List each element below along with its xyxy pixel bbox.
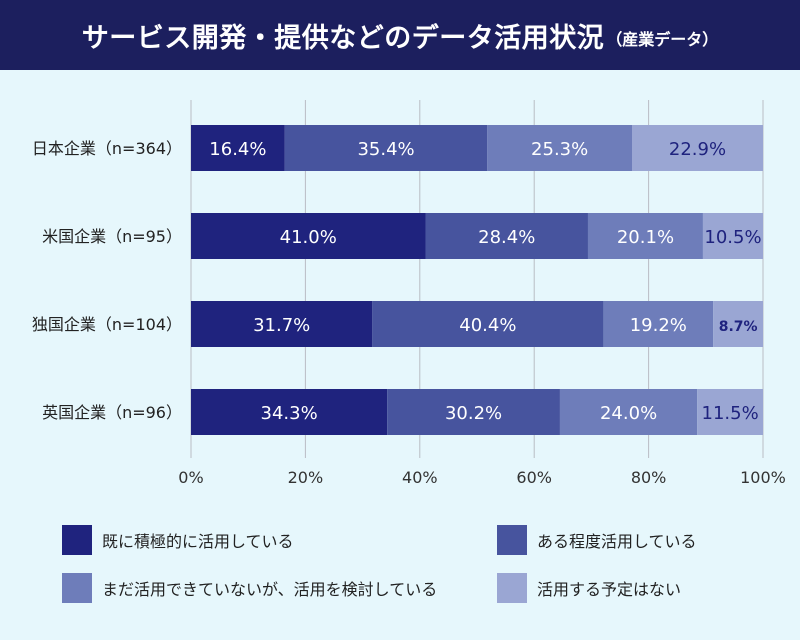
data-label: 25.3% <box>531 139 588 160</box>
legend-swatch <box>497 573 527 603</box>
bar-segment <box>191 301 373 347</box>
bar-segment <box>387 389 560 435</box>
legend-item-active: 既に積極的に活用している <box>62 525 294 555</box>
legend-label: 既に積極的に活用している <box>102 532 294 551</box>
bar-segment <box>191 125 285 171</box>
bar-segment <box>191 389 388 435</box>
bar-segment <box>697 389 763 435</box>
chart-subtitle: （産業データ） <box>606 30 719 49</box>
data-label: 8.7% <box>719 319 758 335</box>
legend-label: 活用する予定はない <box>537 580 682 599</box>
legend-swatch <box>62 525 92 555</box>
data-label: 28.4% <box>478 227 535 248</box>
data-label: 24.0% <box>600 403 657 424</box>
legend-label: まだ活用できていないが、活用を検討している <box>102 580 438 599</box>
bar-segment <box>702 213 763 259</box>
x-tick-label: 60% <box>516 468 552 487</box>
data-label: 35.4% <box>357 139 414 160</box>
bar-segment <box>191 213 426 259</box>
legend-swatch <box>62 573 92 603</box>
data-label: 20.1% <box>617 227 674 248</box>
x-tick-label: 100% <box>740 468 786 487</box>
bar-segment <box>559 389 698 435</box>
bar-segment <box>587 213 703 259</box>
x-tick-label: 80% <box>631 468 667 487</box>
bar-segment <box>632 125 763 171</box>
bar-segment <box>603 301 714 347</box>
data-label: 40.4% <box>459 315 516 336</box>
category-label: 日本企業（n=364） <box>32 139 182 158</box>
data-label: 19.2% <box>630 315 687 336</box>
data-label: 10.5% <box>704 227 761 248</box>
bar-segment <box>284 125 488 171</box>
legend-item-considering: まだ活用できていないが、活用を検討している <box>62 573 437 603</box>
bar-segment <box>425 213 588 259</box>
data-label: 31.7% <box>253 315 310 336</box>
chart-title: サービス開発・提供などのデータ活用状況 <box>81 22 605 54</box>
data-label: 16.4% <box>209 139 266 160</box>
x-tick-label: 20% <box>288 468 324 487</box>
chart-header: サービス開発・提供などのデータ活用状況 （産業データ） <box>0 0 800 70</box>
category-label: 独国企業（n=104） <box>32 315 182 334</box>
legend-swatch <box>497 525 527 555</box>
data-label: 11.5% <box>702 403 759 424</box>
legend-label: ある程度活用している <box>537 532 697 551</box>
legend-item-no-plan: 活用する予定はない <box>497 573 681 603</box>
stacked-bar-chart: 0% 20% 40% 60% 80% 100% 日本企業（n=364） 16.4% 35.4% 2… <box>32 100 786 487</box>
bar-segment <box>487 125 633 171</box>
data-label: 34.3% <box>261 403 318 424</box>
data-label: 22.9% <box>669 139 726 160</box>
category-label: 英国企業（n=96） <box>42 403 182 422</box>
x-tick-label: 40% <box>402 468 438 487</box>
data-label: 41.0% <box>280 227 337 248</box>
bar-segment <box>713 301 763 347</box>
legend-item-somewhat: ある程度活用している <box>497 525 697 555</box>
data-label: 30.2% <box>445 403 502 424</box>
category-label: 米国企業（n=95） <box>42 227 182 246</box>
legend: 既に積極的に活用している ある程度活用している まだ活用できていないが、活用を検… <box>0 515 800 640</box>
x-tick-label: 0% <box>178 468 203 487</box>
bar-segment <box>372 301 604 347</box>
